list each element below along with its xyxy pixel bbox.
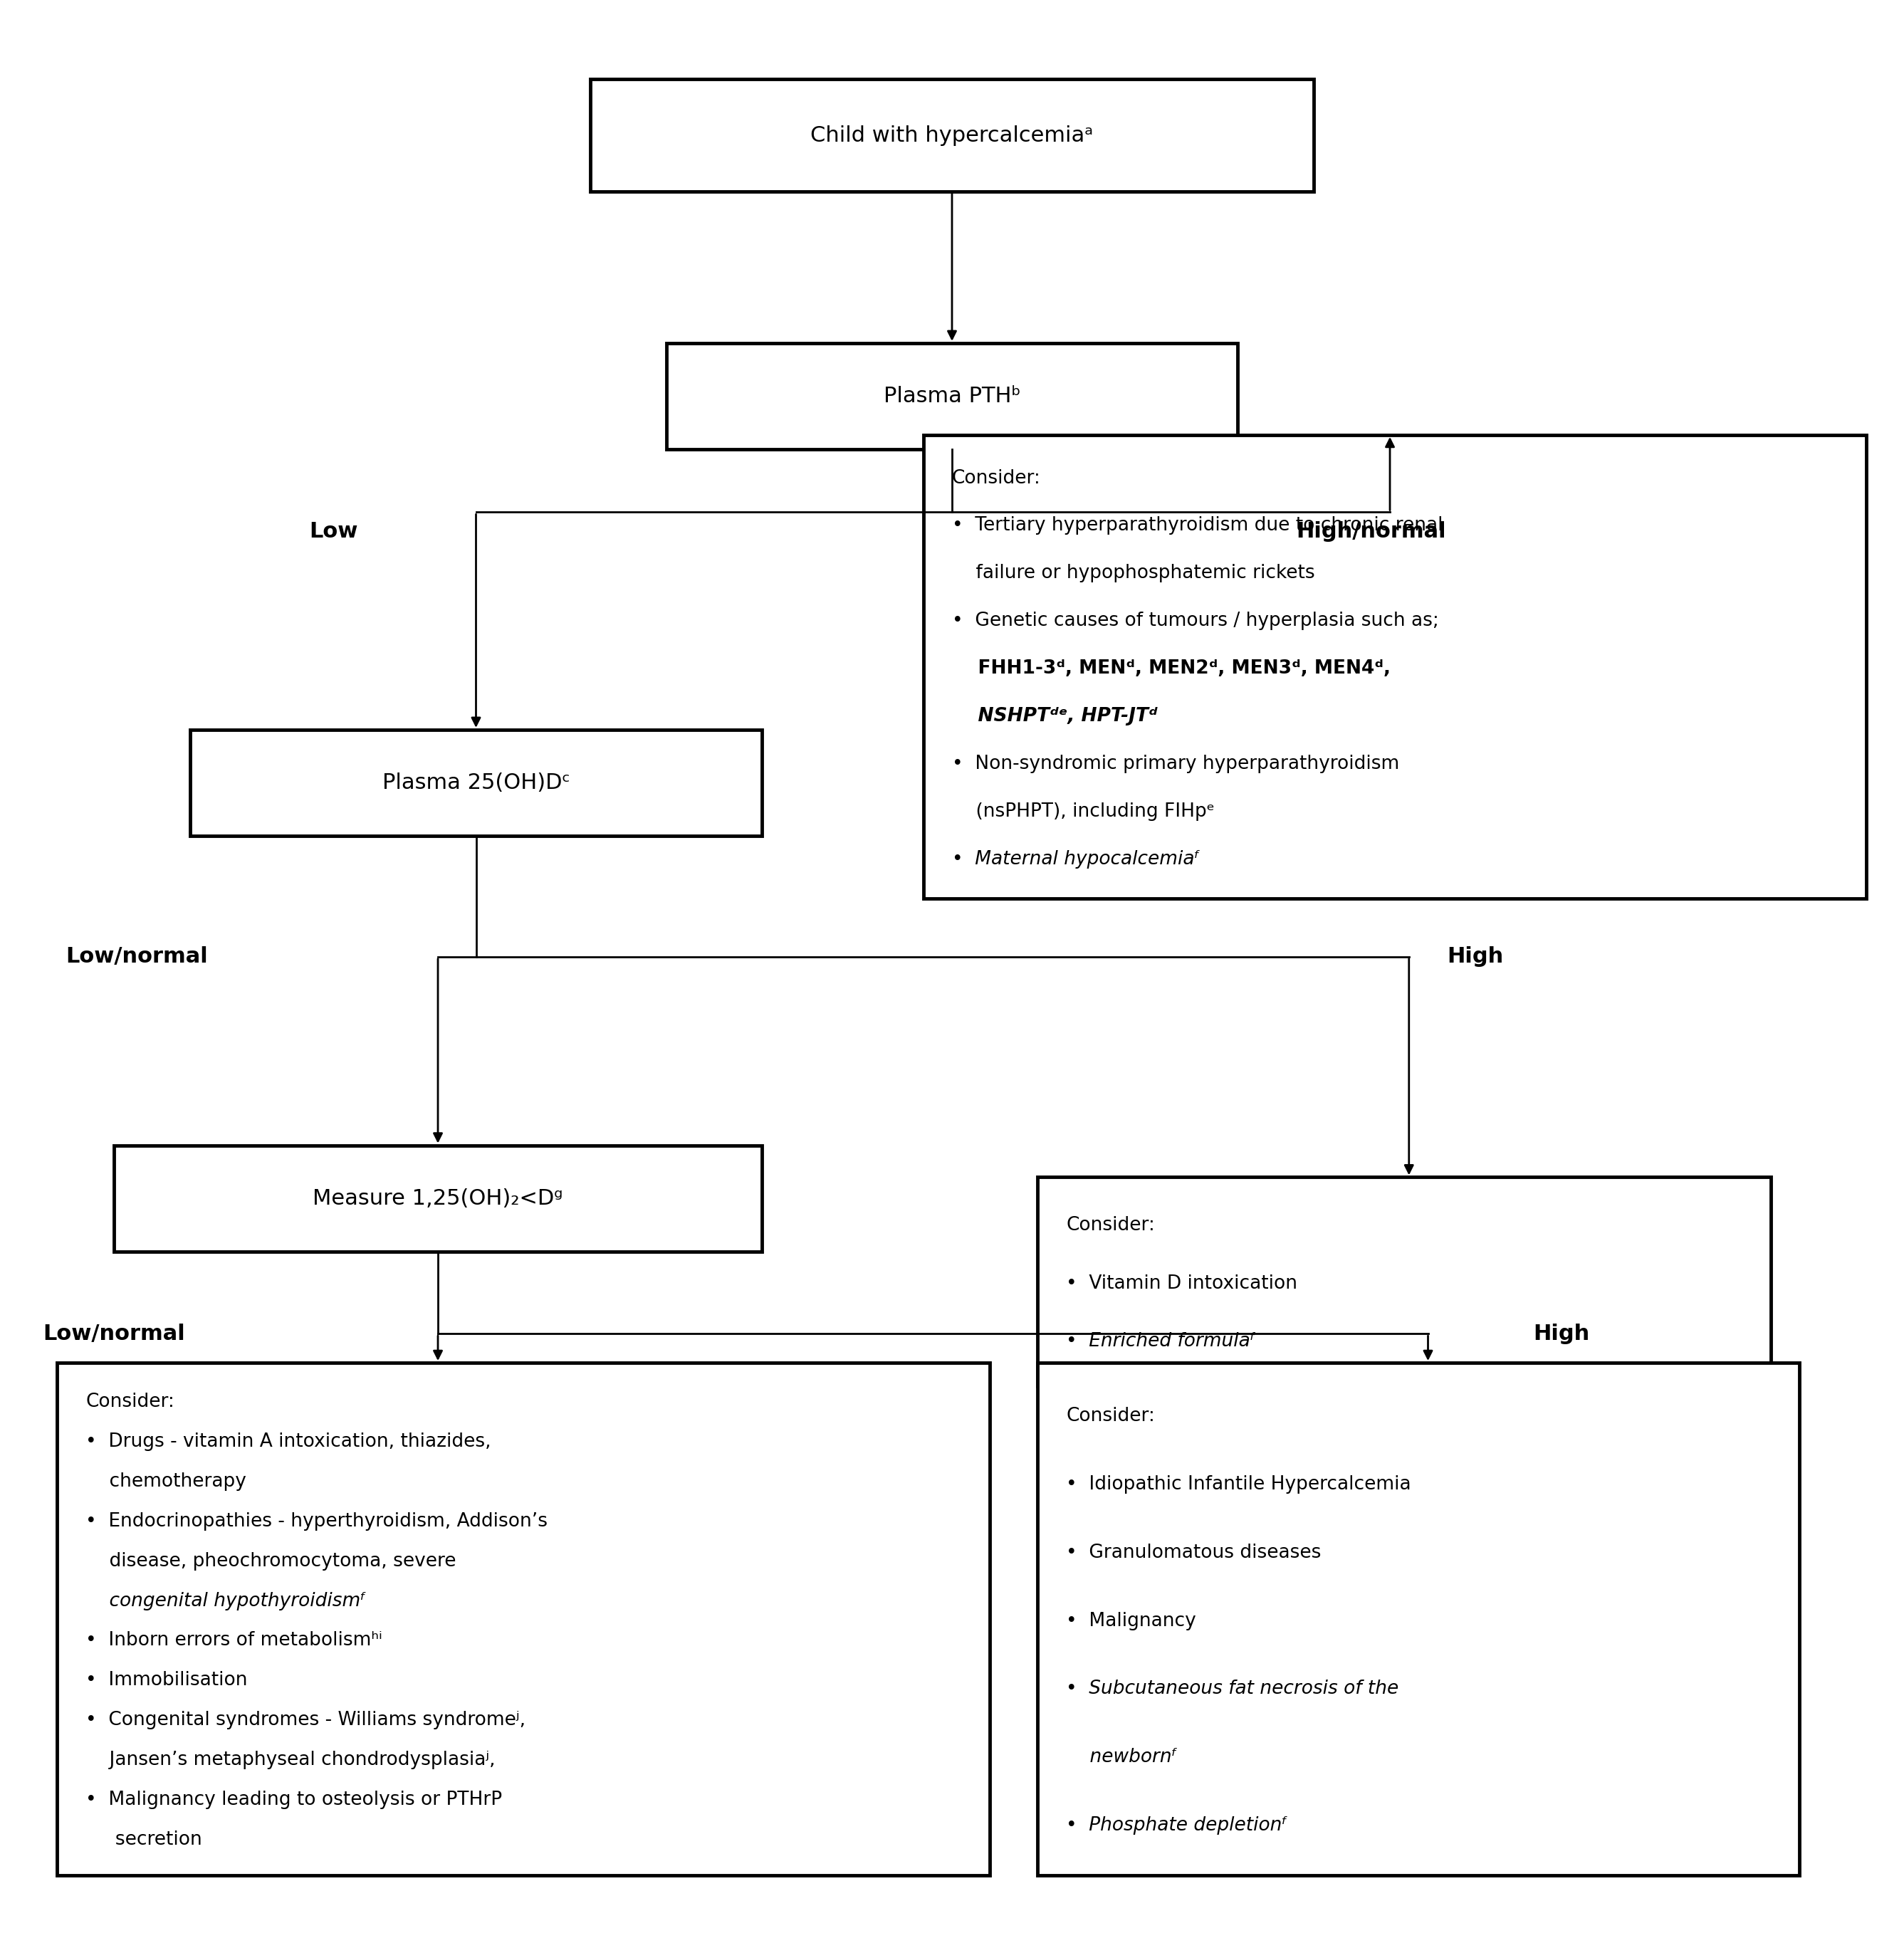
Text: (nsPHPT), including FIHpᵉ: (nsPHPT), including FIHpᵉ	[952, 802, 1215, 822]
Text: •  Malignancy leading to osteolysis or PTHrP: • Malignancy leading to osteolysis or PT…	[86, 1790, 503, 1809]
Text: Consider:: Consider:	[1066, 1407, 1156, 1425]
Text: High/normal: High/normal	[1297, 522, 1445, 541]
FancyBboxPatch shape	[57, 1363, 990, 1875]
Text: •  Enriched formulaᶠ: • Enriched formulaᶠ	[1066, 1332, 1257, 1351]
FancyBboxPatch shape	[1038, 1177, 1771, 1386]
Text: Low/normal: Low/normal	[67, 947, 208, 966]
Text: •  Endocrinopathies - hyperthyroidism, Addison’s: • Endocrinopathies - hyperthyroidism, Ad…	[86, 1512, 548, 1531]
Text: Low/normal: Low/normal	[44, 1324, 185, 1343]
Text: •  Vitamin D intoxication: • Vitamin D intoxication	[1066, 1274, 1299, 1293]
Text: High: High	[1447, 947, 1504, 966]
FancyBboxPatch shape	[666, 342, 1238, 448]
Text: High: High	[1533, 1324, 1590, 1343]
Text: congenital hypothyroidismᶠ: congenital hypothyroidismᶠ	[86, 1591, 366, 1610]
FancyBboxPatch shape	[190, 729, 762, 835]
FancyBboxPatch shape	[1038, 1363, 1799, 1875]
Text: •  Idiopathic Infantile Hypercalcemia: • Idiopathic Infantile Hypercalcemia	[1066, 1475, 1411, 1494]
Text: Measure 1,25(OH)₂<Dᵍ: Measure 1,25(OH)₂<Dᵍ	[312, 1189, 564, 1208]
Text: Consider:: Consider:	[952, 470, 1041, 487]
Text: •  Granulomatous diseases: • Granulomatous diseases	[1066, 1543, 1321, 1562]
Text: ​NSHPTᵈᵉ, HPT-JTᵈ: ​NSHPTᵈᵉ, HPT-JTᵈ	[952, 707, 1158, 725]
Text: Child with hypercalcemiaᵃ: Child with hypercalcemiaᵃ	[811, 126, 1093, 145]
Text: •  Subcutaneous fat necrosis of the: • Subcutaneous fat necrosis of the	[1066, 1680, 1399, 1699]
Text: •  Immobilisation: • Immobilisation	[86, 1672, 248, 1689]
Text: •  Tertiary hyperparathyroidism due to chronic renal: • Tertiary hyperparathyroidism due to ch…	[952, 516, 1443, 535]
Text: Plasma PTHᵇ: Plasma PTHᵇ	[883, 387, 1021, 406]
Text: •  Non-syndromic primary hyperparathyroidism: • Non-syndromic primary hyperparathyroid…	[952, 756, 1399, 773]
Text: disease, pheochromocytoma, severe: disease, pheochromocytoma, severe	[86, 1552, 457, 1570]
Text: Consider:: Consider:	[1066, 1216, 1156, 1235]
Text: failure or hypophosphatemic rickets: failure or hypophosphatemic rickets	[952, 564, 1316, 582]
Text: •  Genetic causes of tumours / hyperplasia such as;: • Genetic causes of tumours / hyperplasi…	[952, 613, 1439, 630]
Text: •  Phosphate depletionᶠ: • Phosphate depletionᶠ	[1066, 1817, 1287, 1834]
FancyBboxPatch shape	[923, 435, 1866, 899]
Text: Low: Low	[308, 522, 358, 541]
Text: •  Maternal hypocalcemiaᶠ: • Maternal hypocalcemiaᶠ	[952, 851, 1200, 868]
Text: Plasma 25(OH)Dᶜ: Plasma 25(OH)Dᶜ	[383, 773, 569, 793]
Text: FHH1-3ᵈ, MENᵈ, MEN2ᵈ, MEN3ᵈ, MEN4ᵈ,: FHH1-3ᵈ, MENᵈ, MEN2ᵈ, MEN3ᵈ, MEN4ᵈ,	[952, 659, 1390, 678]
Text: •  Drugs - vitamin A intoxication, thiazides,: • Drugs - vitamin A intoxication, thiazi…	[86, 1432, 491, 1452]
Text: Jansen’s metaphyseal chondrodysplasiaʲ,: Jansen’s metaphyseal chondrodysplasiaʲ,	[86, 1751, 495, 1769]
Text: •  Malignancy: • Malignancy	[1066, 1612, 1196, 1630]
Text: •  Inborn errors of metabolismʰⁱ: • Inborn errors of metabolismʰⁱ	[86, 1631, 383, 1651]
Text: newbornᶠ: newbornᶠ	[1066, 1747, 1179, 1767]
Text: secretion: secretion	[86, 1831, 202, 1848]
FancyBboxPatch shape	[590, 79, 1314, 191]
Text: Consider:: Consider:	[86, 1394, 175, 1411]
Text: chemotherapy: chemotherapy	[86, 1473, 246, 1490]
Text: •  Congenital syndromes - Williams syndromeʲ,: • Congenital syndromes - Williams syndro…	[86, 1711, 526, 1730]
FancyBboxPatch shape	[114, 1144, 762, 1253]
